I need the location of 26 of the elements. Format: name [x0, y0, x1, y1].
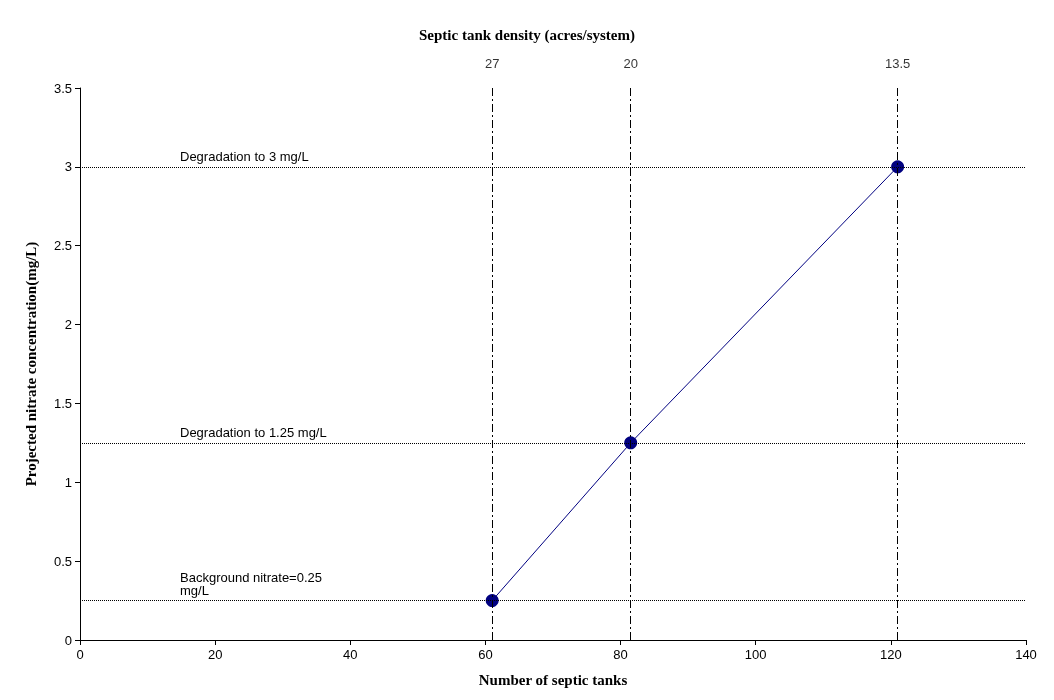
y-axis-title: Projected nitrate concentration(mg/L)	[22, 241, 40, 487]
annotation: 13.5	[884, 56, 911, 71]
y-tick-label: 2	[64, 317, 72, 333]
y-tick-label: 0.5	[53, 553, 72, 569]
y-tick-label: 1.5	[53, 395, 72, 411]
ref-line-label: Degradation to 3 mg/L	[180, 148, 309, 164]
chart-title: Septic tank density (acres/system)	[419, 26, 635, 44]
point	[891, 160, 905, 174]
x-axis-title: Number of septic tanks	[478, 671, 628, 688]
annotation: 27	[484, 56, 500, 71]
ref-line-label: Background nitrate=0.25 mg/L	[180, 569, 326, 598]
x-tick-label: 100	[744, 647, 767, 662]
y-tick-label: 2.5	[53, 238, 72, 254]
y-tick-label: 0	[64, 632, 72, 648]
x-tick-label: 120	[880, 647, 902, 662]
x-tick-label: 140	[1015, 647, 1037, 662]
x-tick-label: 80	[613, 647, 628, 662]
x-tick-label: 40	[343, 647, 358, 662]
y-tick-label: 3	[64, 159, 72, 175]
x-tick-label: 20	[207, 647, 223, 662]
y-tick-label: 1	[64, 474, 72, 490]
ref-line-label: Degradation to 1.25 mg/L	[180, 424, 327, 440]
x-tick-label: 0	[76, 647, 84, 662]
x-tick-label: 60	[478, 647, 493, 662]
y-tick-label: 3.5	[53, 80, 72, 96]
annotation: 20	[623, 56, 638, 71]
